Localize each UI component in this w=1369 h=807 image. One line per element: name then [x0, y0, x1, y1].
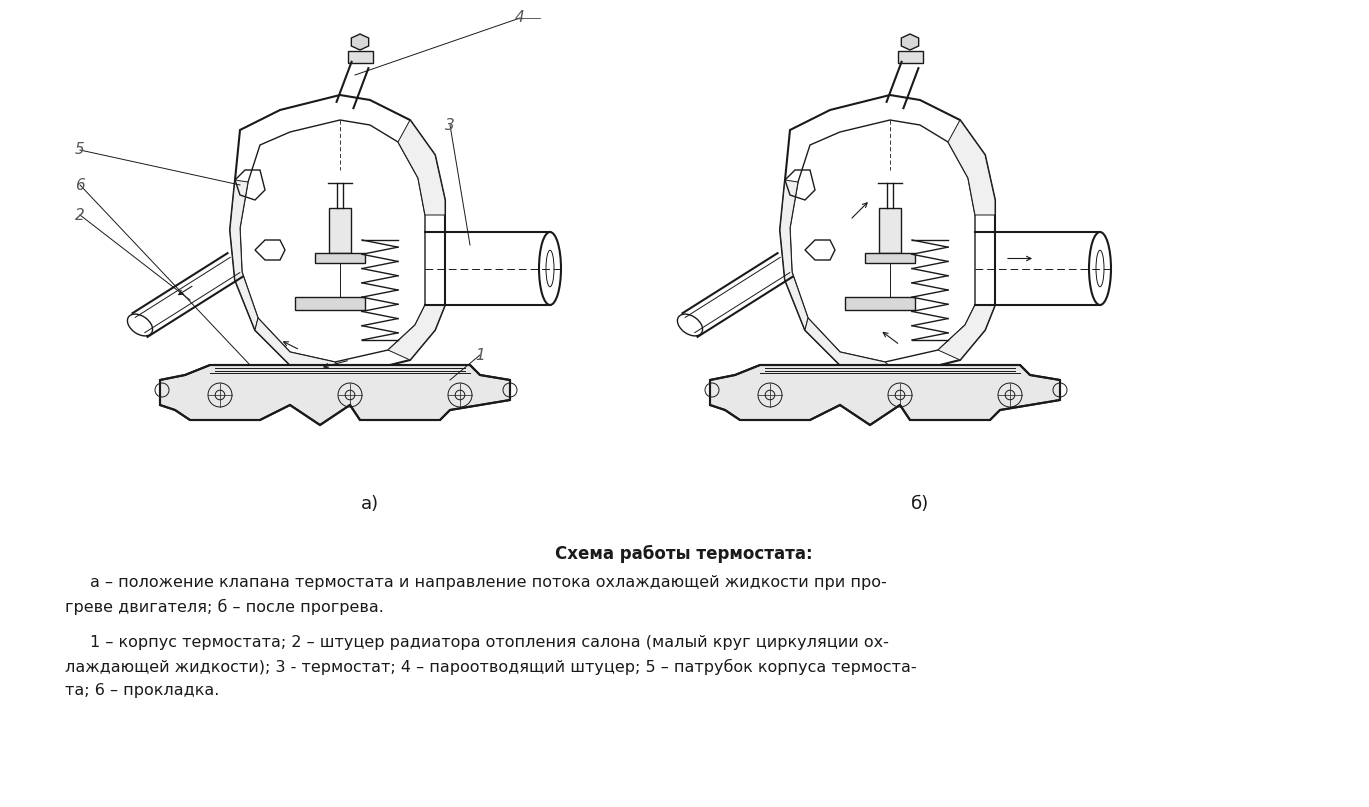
Polygon shape [938, 305, 995, 360]
Bar [898, 51, 923, 63]
Text: а): а) [361, 495, 379, 513]
Text: 1 – корпус термостата; 2 – штуцер радиатора отопления салона (малый круг циркуля: 1 – корпус термостата; 2 – штуцер радиат… [90, 635, 888, 650]
Text: та; 6 – прокладка.: та; 6 – прокладка. [64, 683, 219, 698]
Polygon shape [398, 120, 445, 215]
Text: 2: 2 [75, 207, 85, 223]
Bar [865, 253, 914, 262]
Text: греве двигателя; б – после прогрева.: греве двигателя; б – после прогрева. [64, 599, 383, 615]
Text: 4: 4 [515, 10, 524, 26]
Text: Схема работы термостата:: Схема работы термостата: [556, 545, 813, 563]
Polygon shape [805, 318, 899, 375]
Polygon shape [160, 365, 511, 425]
Text: 6: 6 [75, 178, 85, 193]
Bar [329, 207, 350, 253]
Polygon shape [901, 34, 919, 50]
Bar [879, 207, 901, 253]
Bar [315, 253, 366, 262]
Polygon shape [255, 318, 350, 375]
Polygon shape [947, 120, 995, 215]
Bar [348, 51, 372, 63]
Polygon shape [780, 180, 808, 330]
Text: 5: 5 [75, 143, 85, 157]
Text: б): б) [910, 495, 930, 513]
Polygon shape [845, 297, 914, 310]
Polygon shape [352, 34, 368, 50]
Polygon shape [711, 365, 1060, 425]
Text: а – положение клапана термостата и направление потока охлаждающей жидкости при п: а – положение клапана термостата и напра… [90, 575, 887, 590]
Text: 3: 3 [445, 118, 455, 132]
Polygon shape [294, 297, 366, 310]
Text: 1: 1 [475, 348, 485, 362]
Polygon shape [387, 305, 445, 360]
Text: лаждающей жидкости); 3 - термостат; 4 – пароотводящий штуцер; 5 – патрубок корпу: лаждающей жидкости); 3 - термостат; 4 – … [64, 659, 917, 675]
Polygon shape [230, 180, 257, 330]
